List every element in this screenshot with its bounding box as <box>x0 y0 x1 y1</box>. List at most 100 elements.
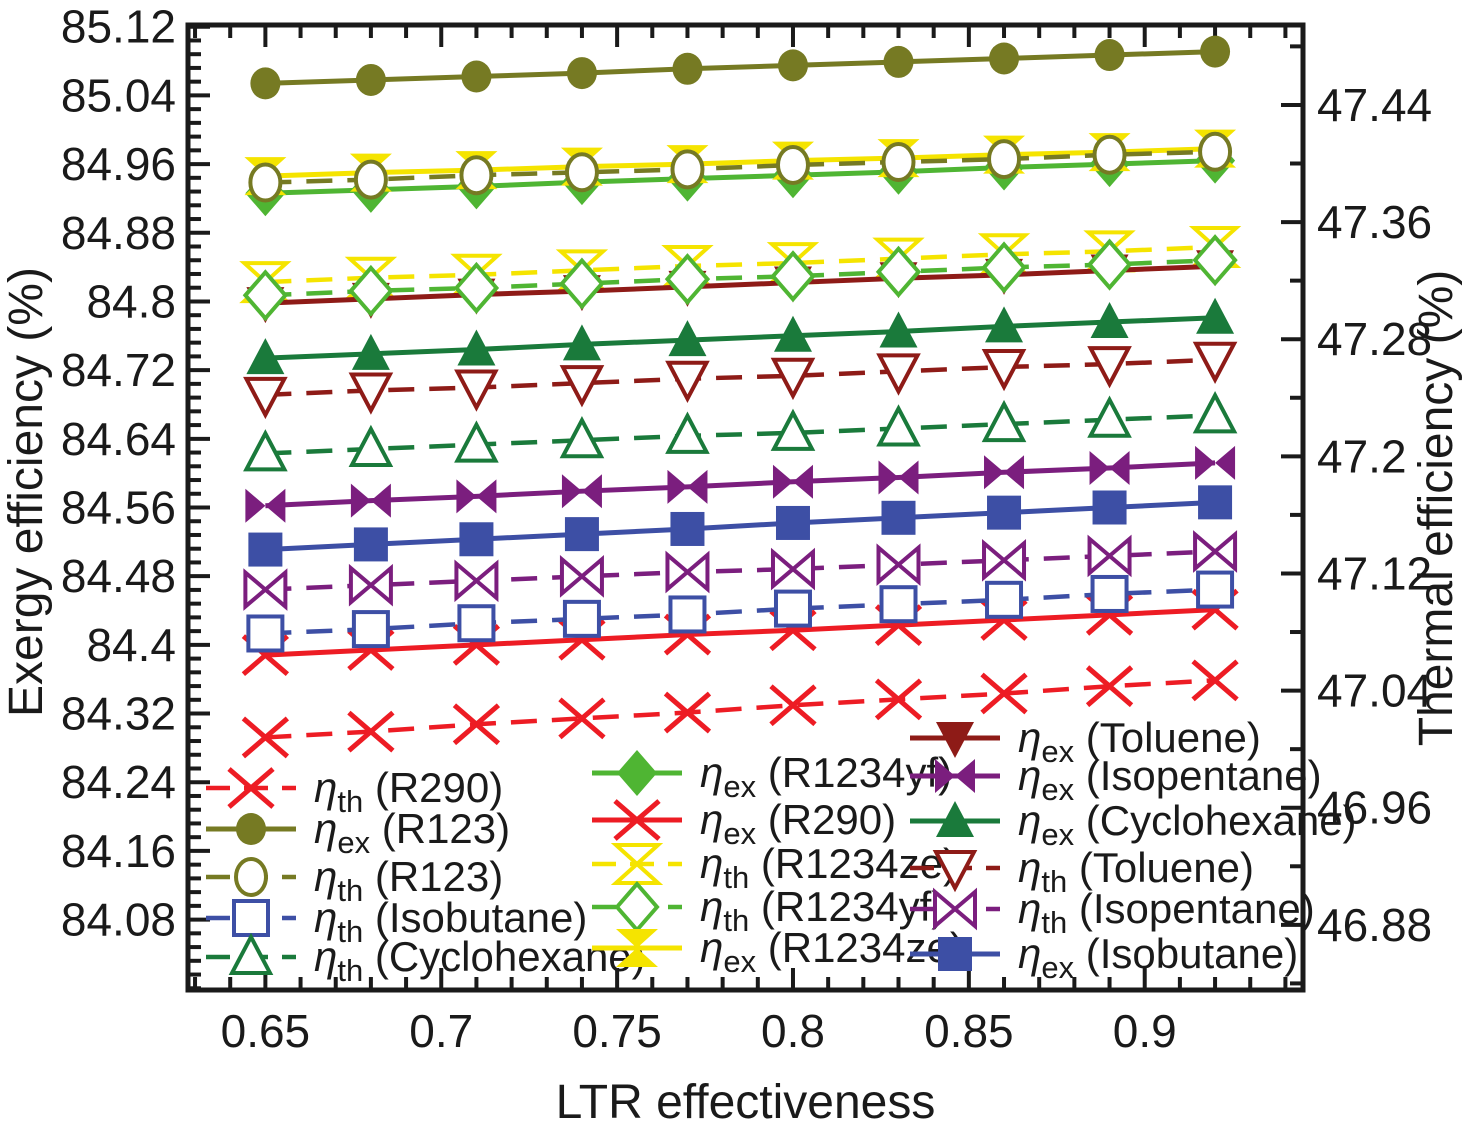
series-marker-th_Isopentane <box>770 547 815 591</box>
series-marker-th_R123 <box>1198 131 1233 172</box>
legend-marker-ex_Toluene <box>936 722 974 758</box>
series-th_R123 <box>248 131 1233 203</box>
legend-label-th_R1234yf: ηth (R1234yf) <box>700 883 945 938</box>
series-marker-th_R1234yf <box>770 250 816 303</box>
y-right-tick-label: 46.96 <box>1317 782 1432 834</box>
y-right-tick-label: 47.28 <box>1317 313 1432 365</box>
series-marker-ex_Isopentane <box>772 464 813 499</box>
series-marker-ex_Cyclohexane <box>1090 302 1129 339</box>
x-tick-label: 0.7 <box>409 1005 473 1057</box>
legend-entry-ex_R123: ηex (R123) <box>206 805 510 860</box>
x-tick-label: 0.65 <box>221 1005 311 1057</box>
series-marker-th_Isopentane <box>1087 534 1132 578</box>
series-line-th_Isobutane <box>265 587 1216 636</box>
series-marker-th_Cyclohexane <box>243 429 288 472</box>
series-marker-th_Toluene <box>770 357 816 401</box>
series-marker-ex_Isobutane <box>248 532 283 567</box>
series-marker-th_Isobutane <box>985 580 1024 619</box>
series-th_Isobutane <box>246 570 1235 653</box>
legend-entry-th_R1234ze: ηth (R1234ze) <box>592 840 957 895</box>
legend-label-ex_R1234yf: ηex (R1234yf) <box>700 749 952 804</box>
x-axis-title: LTR effectiveness <box>556 1076 936 1129</box>
x-tick-label: 0.9 <box>1113 1005 1177 1057</box>
series-marker-th_Isopentane <box>559 555 604 598</box>
legend-entry-th_Toluene: ηth (Toluene) <box>910 844 1254 899</box>
legend-marker-th_R1234yf <box>614 880 660 934</box>
series-marker-ex_Isobutane <box>987 495 1022 530</box>
series-marker-th_Cyclohexane <box>770 408 816 451</box>
y-right-tick-label: 47.2 <box>1317 430 1407 482</box>
y-left-tick-label: 84.96 <box>61 138 176 190</box>
series-marker-ex_Isobutane <box>881 500 916 535</box>
series-marker-th_Isopentane <box>665 550 710 594</box>
series-ex_R123 <box>250 35 1231 100</box>
series-marker-th_R290 <box>347 710 395 753</box>
legend-marker-th_Cyclohexane <box>228 932 274 975</box>
series-marker-ex_Isobutane <box>564 517 599 552</box>
series-marker-th_Cyclohexane <box>348 424 394 468</box>
series-marker-ex_Isopentane <box>984 455 1025 490</box>
x-tick-label: 0.85 <box>924 1005 1014 1057</box>
series-marker-th_Isobutane <box>879 585 918 624</box>
series-marker-ex_Isopentane <box>1089 451 1130 486</box>
series-marker-th_R123 <box>564 152 599 193</box>
tick-labels: 0.65 0.7 0.75 0.8 0.85 0.9 85.12 85.04 84.96 84.8… <box>61 1 1432 1057</box>
series-marker-th_Toluene <box>1087 346 1132 389</box>
legend-marker-ex_R290 <box>613 799 661 841</box>
y-right-axis-title: Thermal efficiency (%) <box>1410 270 1463 747</box>
y-left-tick-label: 84.64 <box>61 413 176 465</box>
legend-marker-ex_R123 <box>236 813 266 845</box>
legend-entry-ex_Cyclohexane: ηex (Cyclohexane) <box>910 797 1357 852</box>
legend-marker-th_Toluene <box>932 850 978 893</box>
series-ex_Isobutane <box>248 485 1233 567</box>
series-marker-th_Isobutane <box>1090 574 1129 613</box>
series-marker-ex_R123 <box>989 42 1020 75</box>
series-marker-ex_Cyclohexane <box>246 338 285 375</box>
series-marker-th_R123 <box>881 142 916 183</box>
series-marker-th_Isobutane <box>457 604 496 643</box>
series-marker-th_Isopentane <box>243 568 288 611</box>
legend-marker-ex_Isobutane <box>938 937 972 971</box>
legend-marker-ex_R1234ze <box>616 929 658 967</box>
x-tick-label: 0.8 <box>761 1005 825 1057</box>
series-marker-ex_R123 <box>883 45 914 78</box>
series-marker-th_R290 <box>980 672 1028 715</box>
series-th_R1234yf <box>242 234 1238 322</box>
legend-entry-th_R123: ηth (R123) <box>206 853 503 908</box>
series-line-ex_R1234ze <box>265 146 1216 179</box>
y-left-tick-label: 84.32 <box>61 688 176 740</box>
series-marker-th_R1234yf <box>453 261 500 315</box>
series-line-th_R123 <box>265 149 1216 185</box>
series-marker-th_R123 <box>670 149 705 190</box>
series-line-th_Isopentane <box>265 549 1216 592</box>
series-line-th_Toluene <box>265 357 1216 398</box>
series-marker-th_R1234yf <box>242 269 289 322</box>
series-marker-ex_Cyclohexane <box>457 329 496 366</box>
series-marker-ex_Isopentane <box>667 469 708 504</box>
legend-entry-th_R1234yf: ηth (R1234yf) <box>592 880 945 938</box>
series-marker-th_Isobutane <box>773 589 812 628</box>
series-marker-ex_Cyclohexane <box>985 306 1024 343</box>
series-marker-th_R123 <box>248 162 283 203</box>
series-marker-th_Isobutane <box>668 595 707 634</box>
y-left-tick-label: 84.8 <box>86 275 176 327</box>
series-line-th_Cyclohexane <box>265 413 1216 456</box>
legend-label-ex_R123: ηex (R123) <box>314 805 510 860</box>
series-marker-th_Cyclohexane <box>1087 395 1132 438</box>
series-marker-ex_Isopentane <box>456 479 497 514</box>
legend-marker-th_Isopentane <box>933 887 977 931</box>
series-marker-th_R123 <box>987 139 1022 180</box>
legend-marker-ex_Cyclohexane <box>936 801 974 837</box>
legend-label-ex_Isopentane: ηex (Isopentane) <box>1018 752 1322 807</box>
series-marker-th_Cyclohexane <box>454 420 499 463</box>
y-left-tick-label: 84.08 <box>61 894 176 946</box>
series-marker-ex_Isopentane <box>350 483 391 518</box>
y-left-tick-label: 85.12 <box>61 1 176 53</box>
y-right-tick-label: 47.04 <box>1317 665 1432 717</box>
y-left-tick-label: 84.4 <box>86 619 176 671</box>
series-marker-th_Isopentane <box>348 563 393 607</box>
series-marker-th_Toluene <box>876 353 921 396</box>
legend-marker-th_R290 <box>227 767 275 809</box>
series-marker-th_Cyclohexane <box>981 399 1027 443</box>
series-marker-ex_Cyclohexane <box>351 333 390 370</box>
